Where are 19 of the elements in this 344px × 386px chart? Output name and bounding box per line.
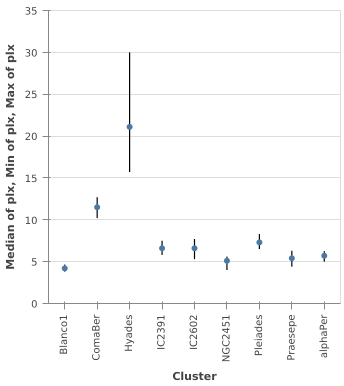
y-tick-label: 35 [24, 6, 38, 18]
y-tick-label: 25 [24, 90, 38, 102]
x-tick-label: NGC2451 [221, 314, 232, 362]
x-tick-label: Blanco1 [59, 314, 70, 355]
y-tick-label: 5 [31, 258, 38, 269]
x-tick-label: alphaPer [318, 314, 330, 358]
y-tick-label: 15 [24, 174, 38, 185]
y-tick-label: 20 [24, 132, 38, 144]
x-tick-label: IC2602 [189, 314, 200, 350]
x-tick-label: IC2391 [156, 314, 168, 350]
x-tick-label: Pleiades [254, 314, 265, 356]
x-tick-label: Hyades [124, 314, 136, 352]
x-tick-label: Praesepe [286, 314, 298, 361]
y-axis-title: Median of plx, Min of plx, Max of plx [4, 44, 17, 270]
y-tick-label: 10 [24, 216, 38, 227]
x-axis-title: Cluster [172, 370, 218, 384]
y-tick-label: 0 [31, 300, 38, 310]
x-tick-label: ComaBer [92, 314, 103, 361]
y-tick-label: 30 [24, 48, 38, 60]
